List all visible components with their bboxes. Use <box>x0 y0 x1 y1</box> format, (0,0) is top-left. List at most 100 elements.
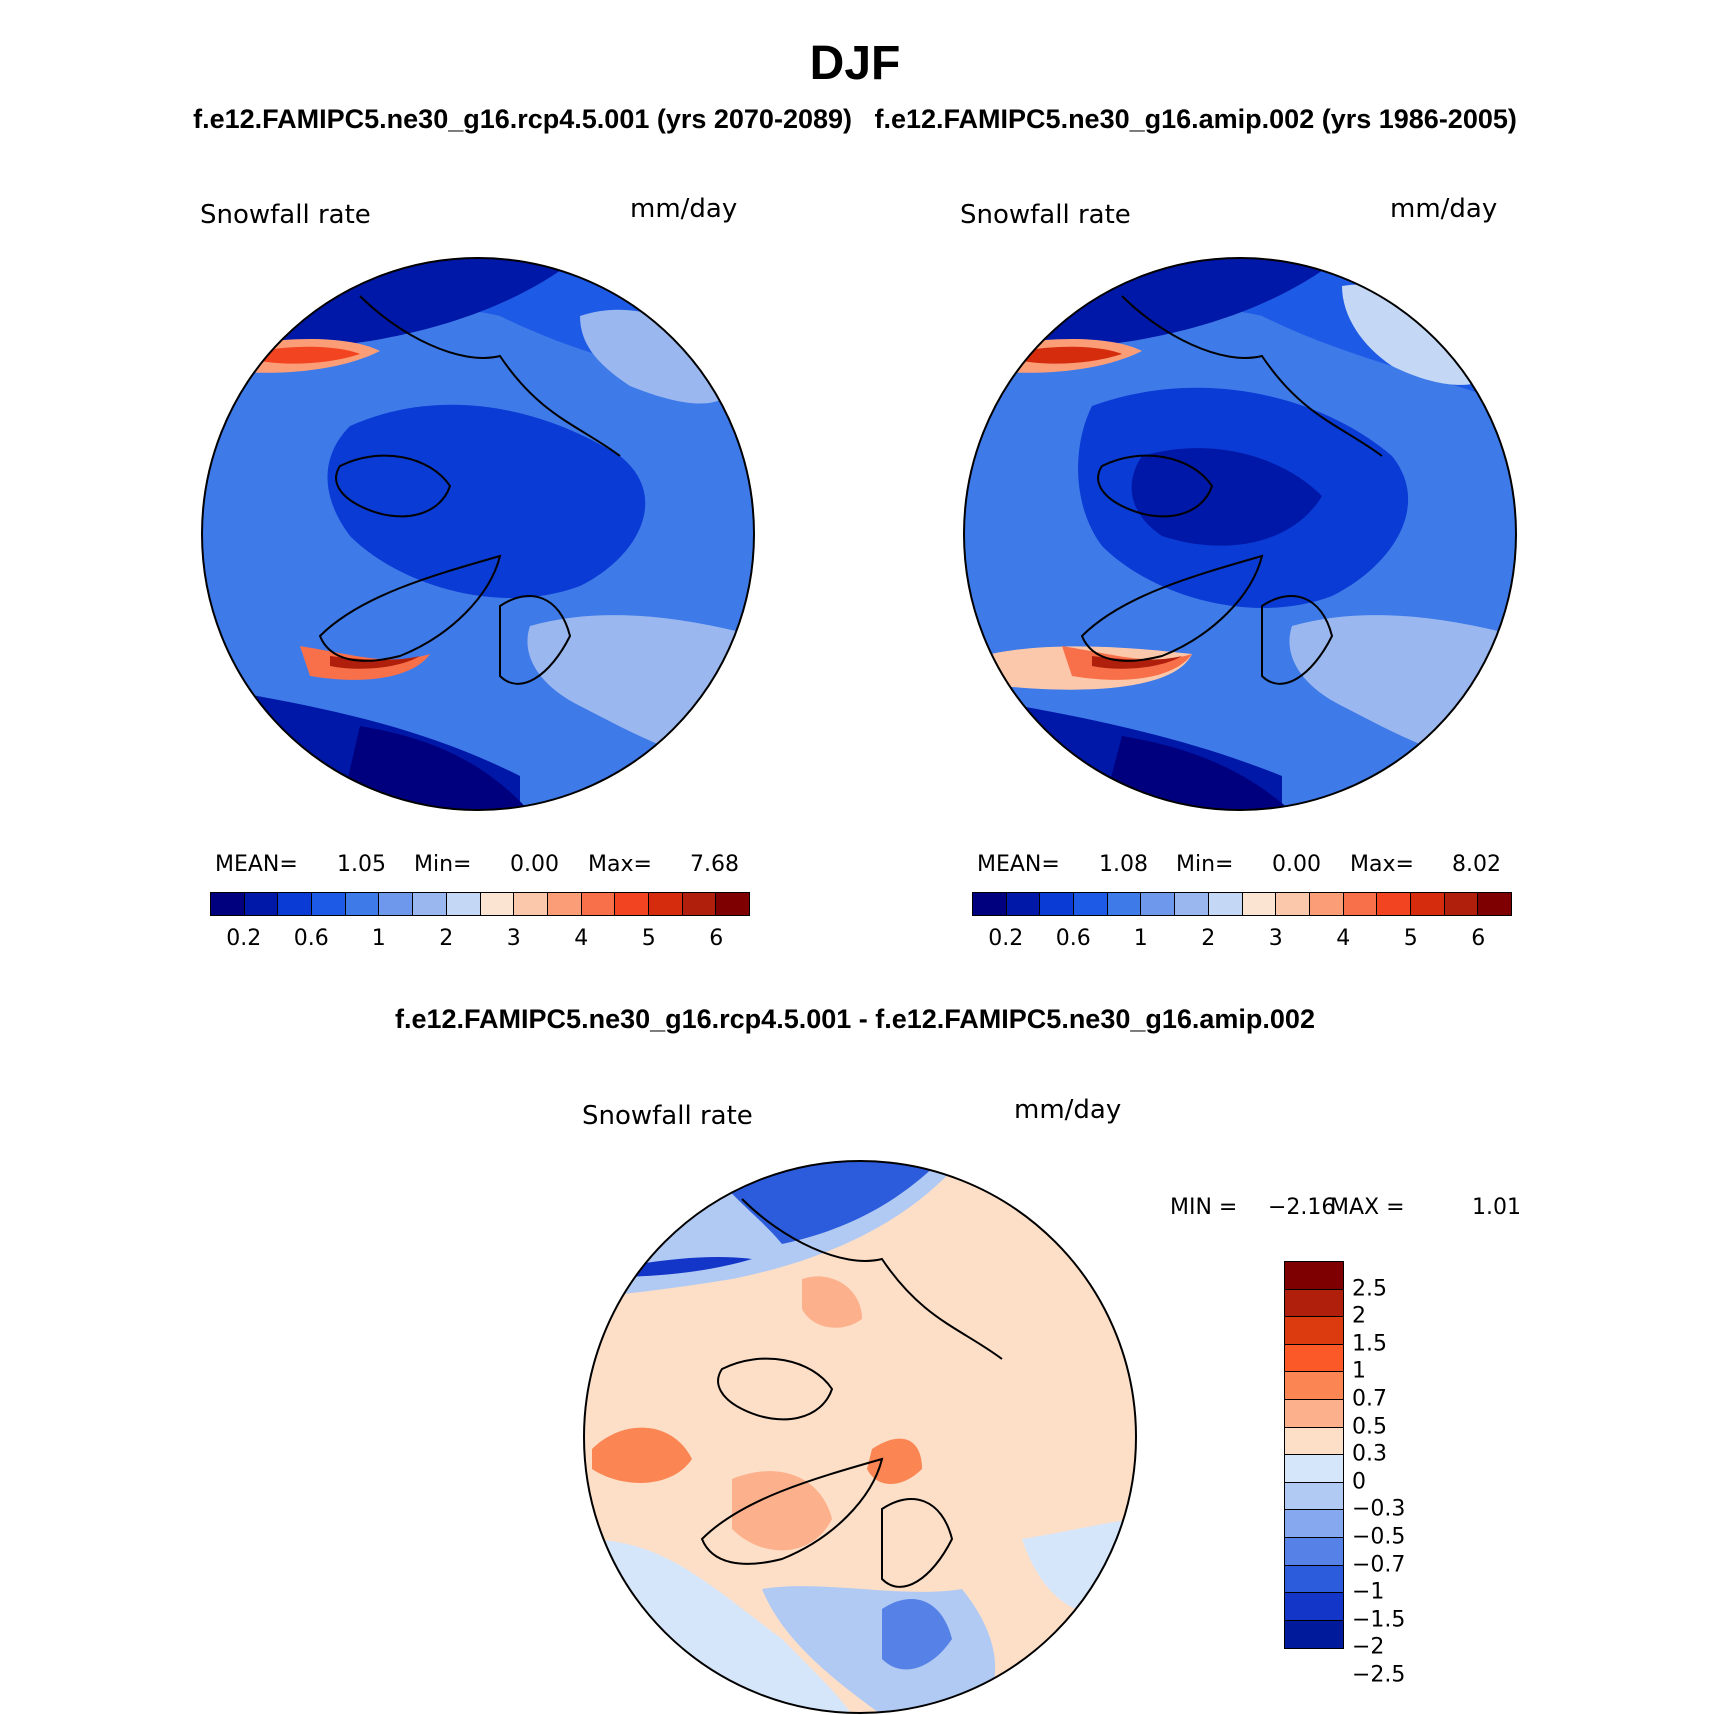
panel3-field-band <box>612 1257 752 1277</box>
colorbar-tick-label: 3 <box>1268 926 1283 951</box>
panel2-map-border <box>963 257 1517 811</box>
panel2-coastline <box>1261 595 1334 685</box>
panel1-field-band <box>340 726 530 810</box>
panel1-mean-label: MEAN= <box>215 852 298 877</box>
panel2-field-band <box>1102 736 1292 810</box>
colorbar-swatch <box>1285 1565 1343 1594</box>
colorbar-swatch <box>682 893 717 915</box>
colorbar-swatch <box>278 893 313 915</box>
colorbar-swatch <box>716 893 749 915</box>
panel3-polar-map <box>583 1160 1137 1714</box>
colorbar-swatch <box>1285 1317 1343 1345</box>
colorbar-swatch <box>1285 1593 1343 1621</box>
panel1-variable-label: Snowfall rate <box>200 200 371 230</box>
panel3-coastline <box>700 1457 884 1565</box>
colorbar-swatch <box>1107 893 1142 915</box>
panel2-coastline <box>1121 295 1383 457</box>
colorbar-swatch <box>480 893 515 915</box>
panel1-min-value: 0.00 <box>510 852 559 877</box>
colorbar-swatch <box>1285 1399 1343 1428</box>
colorbar-swatch <box>211 893 245 915</box>
panel3-coastline <box>717 1357 834 1421</box>
colorbar-swatch <box>345 893 380 915</box>
colorbar-tick-label: 2 <box>439 926 454 951</box>
colorbar-swatch <box>1285 1537 1343 1566</box>
panel3-colorbar <box>1284 1261 1344 1650</box>
panel3-min-label: MIN = <box>1170 1195 1238 1220</box>
colorbar-swatch <box>547 893 582 915</box>
colorbar-swatch <box>1285 1289 1343 1318</box>
panel2-polar-map <box>963 257 1517 811</box>
panel1-coastline <box>335 454 452 518</box>
colorbar-tick-label: 6 <box>1471 926 1486 951</box>
panel1-field-band <box>327 404 646 598</box>
colorbar-swatch <box>1074 893 1108 915</box>
panel2-mean-label: MEAN= <box>977 852 1060 877</box>
panel2-coastline <box>1097 454 1214 518</box>
colorbar-swatch <box>1309 893 1344 915</box>
colorbar-tick-label: 0 <box>1352 1469 1366 1495</box>
panel1-map-border <box>201 257 755 811</box>
panel2-field-band <box>1022 346 1122 364</box>
colorbar-tick-label: 0.7 <box>1352 1386 1387 1412</box>
colorbar-swatch <box>1285 1482 1343 1511</box>
colorbar-swatch <box>379 893 414 915</box>
colorbar-tick-label: −0.3 <box>1352 1496 1406 1522</box>
top-row-subtitle: f.e12.FAMIPC5.ne30_g16.rcp4.5.001 (yrs 2… <box>193 104 1517 134</box>
colorbar-swatch <box>973 893 1007 915</box>
colorbar-tick-label: 0.6 <box>1055 926 1091 951</box>
colorbar-tick-label: 2.5 <box>1352 1276 1387 1302</box>
panel2-colorbar <box>972 892 1512 916</box>
panel3-field-band <box>867 1438 922 1484</box>
colorbar-swatch <box>1377 893 1411 915</box>
colorbar-swatch <box>1040 893 1075 915</box>
panel1-units-label: mm/day <box>630 194 738 224</box>
colorbar-swatch <box>1410 893 1445 915</box>
colorbar-tick-label: 6 <box>709 926 724 951</box>
colorbar-tick-label: 0.2 <box>988 926 1024 951</box>
colorbar-swatch <box>1444 893 1479 915</box>
panel1-polar-map <box>201 257 755 811</box>
colorbar-swatch <box>1285 1427 1343 1456</box>
colorbar-swatch <box>1285 1372 1343 1400</box>
colorbar-tick-label: 1 <box>1352 1358 1366 1384</box>
colorbar-tick-label: 1 <box>371 926 386 951</box>
panel2-mean-value: 1.08 <box>1099 852 1148 877</box>
colorbar-swatch <box>1175 893 1209 915</box>
colorbar-tick-label: −1 <box>1352 1579 1385 1605</box>
colorbar-swatch <box>1208 893 1243 915</box>
panel1-mean-value: 1.05 <box>337 852 386 877</box>
panel1-coastline <box>359 295 621 457</box>
colorbar-swatch <box>1285 1344 1343 1373</box>
panel3-field-band <box>882 1599 952 1670</box>
colorbar-swatch <box>1478 893 1511 915</box>
colorbar-tick-label: 4 <box>1336 926 1351 951</box>
panel1-coastline <box>318 554 502 662</box>
panel2-field-band <box>1131 448 1322 546</box>
panel1-coastline <box>499 595 572 685</box>
colorbar-swatch <box>1343 893 1378 915</box>
panel3-coastline <box>881 1498 954 1588</box>
panel3-max-label: MAX = <box>1330 1195 1405 1220</box>
difference-subtitle: f.e12.FAMIPC5.ne30_g16.rcp4.5.001 - f.e1… <box>395 1004 1315 1034</box>
panel3-field-band <box>702 1161 942 1244</box>
colorbar-tick-label: 0.6 <box>293 926 329 951</box>
colorbar-swatch <box>1006 893 1041 915</box>
page-title: DJF <box>809 37 901 90</box>
panel2-max-value: 8.02 <box>1452 852 1501 877</box>
colorbar-tick-label: −2.5 <box>1352 1662 1406 1688</box>
panel3-field-band <box>592 1427 692 1483</box>
panel3-field-band <box>802 1276 862 1328</box>
colorbar-tick-label: −1.5 <box>1352 1607 1406 1633</box>
colorbar-swatch <box>1242 893 1277 915</box>
colorbar-swatch <box>1285 1510 1343 1538</box>
panel1-field-band <box>580 309 740 404</box>
panel1-field-band <box>260 346 360 364</box>
colorbar-tick-label: 5 <box>1403 926 1418 951</box>
colorbar-tick-label: 1.5 <box>1352 1331 1387 1357</box>
colorbar-swatch <box>648 893 683 915</box>
panel3-max-value: 1.01 <box>1472 1195 1521 1220</box>
colorbar-tick-label: 0.2 <box>226 926 262 951</box>
colorbar-swatch <box>1276 893 1310 915</box>
panel2-min-label: Min= <box>1176 852 1234 877</box>
